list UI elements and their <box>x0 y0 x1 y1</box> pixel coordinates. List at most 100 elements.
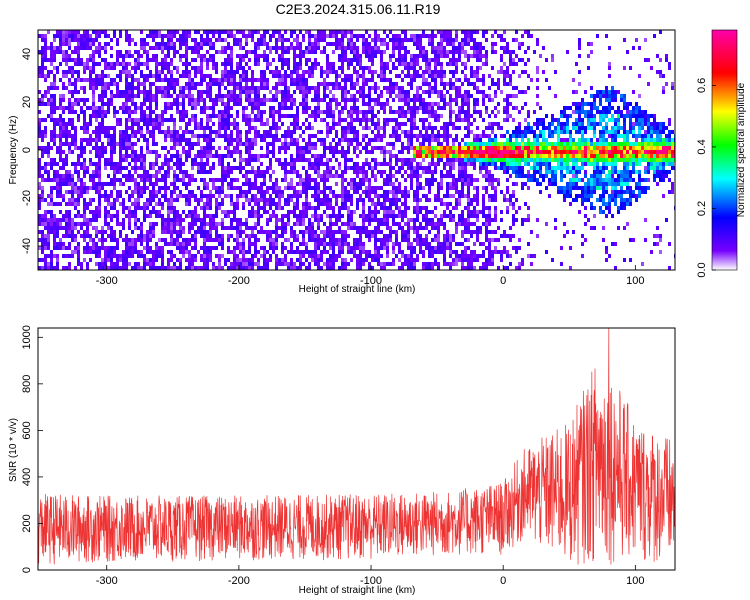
spectrogram-cell <box>290 70 293 74</box>
spectrogram-cell <box>65 190 68 194</box>
spectrogram-cell <box>170 70 173 74</box>
spectrogram-cell <box>422 118 425 122</box>
spectrogram-cell <box>383 162 386 166</box>
spectrogram-cell <box>143 94 146 98</box>
spectrogram-cell <box>92 90 95 94</box>
spectrogram-cell <box>134 78 137 82</box>
spectrogram-cell <box>53 138 56 142</box>
spectrogram-cell <box>143 210 146 214</box>
spectrogram-cell <box>227 106 230 110</box>
spectrogram-cell <box>53 98 56 102</box>
spectrogram-cell <box>275 74 278 78</box>
spectrogram-cell <box>407 174 410 178</box>
spectrogram-cell <box>167 82 170 86</box>
spectrogram-cell <box>104 110 107 114</box>
spectrogram-cell <box>209 218 212 222</box>
spectrogram-cell <box>62 150 65 154</box>
spectrogram-cell <box>398 242 401 246</box>
spectrogram-cell <box>293 210 296 214</box>
spectrogram-cell <box>410 174 413 178</box>
spectrogram-cell <box>194 50 197 54</box>
spectrogram-cell <box>74 190 77 194</box>
spectrogram-cell <box>257 118 260 122</box>
spectrogram-cell <box>110 66 113 70</box>
spectrogram-cell <box>398 138 401 142</box>
spectrogram-cell <box>407 66 410 70</box>
spectrogram-cell <box>290 242 293 246</box>
spectrogram-cell <box>329 146 332 150</box>
spectrogram-cell <box>74 142 77 146</box>
spectrogram-cell <box>356 258 359 262</box>
spectrogram-cell <box>137 238 140 242</box>
spectrogram-cell <box>134 210 137 214</box>
spectrogram-cell <box>239 58 242 62</box>
spectrogram-cell <box>170 254 173 258</box>
spectrogram-cell <box>263 254 266 258</box>
spectrogram-cell <box>254 90 257 94</box>
spectrogram-cell <box>269 178 272 182</box>
spectrogram-cell <box>356 74 359 78</box>
spectrogram-cell <box>248 66 251 70</box>
spectrogram-cell <box>338 66 341 70</box>
spectrogram-cell <box>47 98 50 102</box>
spectrogram-cell <box>416 178 419 182</box>
spectrogram-cell <box>116 190 119 194</box>
spectrogram-cell <box>98 42 101 46</box>
spectrogram-cell <box>326 58 329 62</box>
spectrogram-cell <box>203 194 206 198</box>
spectrogram-cell <box>179 158 182 162</box>
spectrogram-cell <box>254 106 257 110</box>
spectrogram-cell <box>365 134 368 138</box>
spectrogram-cell <box>206 214 209 218</box>
spectrogram-cell <box>137 86 140 90</box>
spectrogram-cell <box>185 30 188 34</box>
spectrogram-cell <box>224 62 227 66</box>
spectrogram-cell <box>410 226 413 230</box>
spectrogram-cell <box>74 98 77 102</box>
spectrogram-cell <box>305 30 308 34</box>
spectrogram-cell <box>281 242 284 246</box>
spectrogram-cell <box>233 42 236 46</box>
spectrogram-cell <box>221 198 224 202</box>
spectrogram-cell <box>329 34 332 38</box>
spectrogram-cell <box>104 158 107 162</box>
spectrogram-cell <box>284 58 287 62</box>
spectrogram-cell <box>221 62 224 66</box>
spectrogram-cell <box>431 34 434 38</box>
spectrogram-cell <box>419 250 422 254</box>
spectrogram-cell <box>200 82 203 86</box>
spectrogram-cell <box>149 234 152 238</box>
spectrogram-cell <box>65 106 68 110</box>
spectrogram-cell <box>239 190 242 194</box>
spectrogram-cell <box>155 258 158 262</box>
spectrogram-cell <box>50 166 53 170</box>
spectrogram-cell <box>347 66 350 70</box>
spectrogram-cell <box>362 170 365 174</box>
spectrogram-cell <box>368 206 371 210</box>
spectrogram-cell <box>380 66 383 70</box>
spectrogram-cell <box>227 90 230 94</box>
spectrogram-cell <box>212 262 215 266</box>
spectrogram-cell <box>194 114 197 118</box>
spectrogram-cell <box>125 150 128 154</box>
spectrogram-cell <box>170 230 173 234</box>
spectrogram-cell <box>425 90 428 94</box>
spectrogram-cell <box>206 62 209 66</box>
spectrogram-cell <box>212 102 215 106</box>
spectrogram-cell <box>50 50 53 54</box>
spectrogram-cell <box>140 238 143 242</box>
spectrogram-cell <box>131 122 134 126</box>
spectrogram-cell <box>86 38 89 42</box>
spectrogram-cell <box>194 82 197 86</box>
spectrogram-cell <box>131 242 134 246</box>
spectrogram-cell <box>203 182 206 186</box>
spectrogram-cell <box>242 202 245 206</box>
spectrogram-cell <box>221 266 224 270</box>
spectrogram-cell <box>410 126 413 130</box>
spectrogram-cell <box>53 106 56 110</box>
spectrogram-cell <box>41 266 44 270</box>
spectrogram-cell <box>248 238 251 242</box>
spectrogram-cell <box>149 246 152 250</box>
spectrogram-cell <box>122 130 125 134</box>
spectrogram-cell <box>104 182 107 186</box>
